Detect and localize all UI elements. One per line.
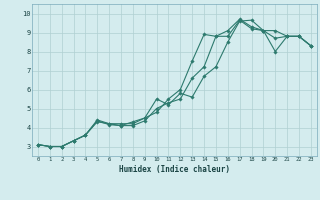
X-axis label: Humidex (Indice chaleur): Humidex (Indice chaleur): [119, 165, 230, 174]
